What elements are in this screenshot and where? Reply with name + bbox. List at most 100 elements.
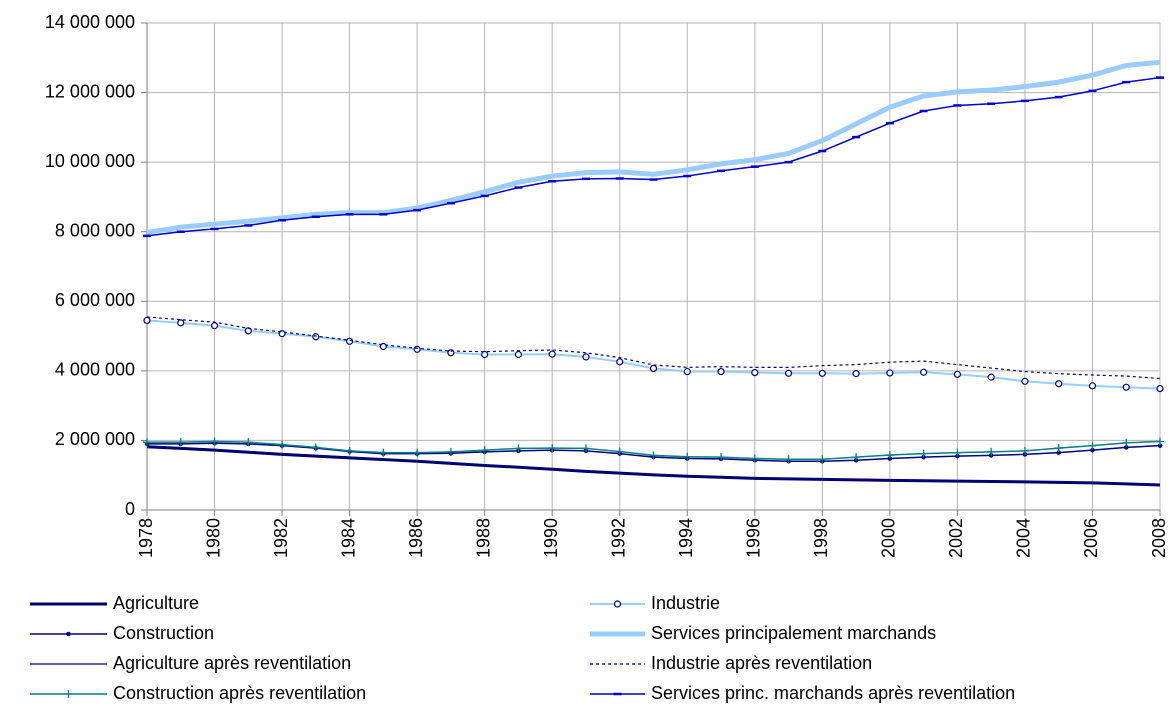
series-line <box>146 316 1161 380</box>
series-line <box>146 59 1161 235</box>
y-tick-label: 2 000 000 <box>55 429 135 449</box>
marker <box>683 367 691 376</box>
marker <box>514 350 523 359</box>
marker <box>1020 446 1029 455</box>
marker <box>143 438 151 447</box>
marker <box>852 370 860 378</box>
marker <box>852 453 861 462</box>
legend-label: Construction <box>113 623 214 643</box>
y-tick-label: 4 000 000 <box>55 360 135 380</box>
marker <box>649 451 658 460</box>
marker <box>177 319 185 327</box>
marker <box>615 447 624 456</box>
marker <box>244 327 252 335</box>
legend-label: Industrie après reventilation <box>651 653 872 673</box>
marker <box>919 449 928 458</box>
marker <box>548 350 556 358</box>
x-tick-label: 2000 <box>879 518 899 558</box>
marker <box>649 364 658 373</box>
x-tick-label: 1996 <box>744 518 764 558</box>
marker <box>683 452 692 461</box>
x-tick-label: 1998 <box>811 518 831 558</box>
marker <box>1055 380 1063 388</box>
x-tick-label: 1988 <box>473 518 493 558</box>
y-tick-label: 12 000 000 <box>45 81 135 101</box>
marker <box>514 444 523 453</box>
legend-marker <box>66 631 71 637</box>
x-tick-label: 1990 <box>541 518 561 558</box>
marker <box>346 337 354 345</box>
marker <box>413 448 422 457</box>
y-tick-label: 8 000 000 <box>55 220 135 240</box>
marker <box>717 453 726 462</box>
marker <box>818 369 826 377</box>
y-tick-label: 14 000 000 <box>45 12 135 32</box>
marker <box>1088 382 1097 390</box>
marker <box>1123 445 1129 450</box>
series-line <box>146 319 1161 390</box>
series-line <box>146 445 1161 486</box>
marker <box>581 444 590 453</box>
marker <box>413 345 421 353</box>
marker <box>548 444 557 453</box>
marker <box>244 438 253 447</box>
marker <box>885 451 894 460</box>
marker <box>1122 383 1130 391</box>
marker <box>582 353 590 361</box>
y-tick-label: 10 000 000 <box>45 151 135 171</box>
marker <box>784 369 793 377</box>
x-tick-label: 1994 <box>676 518 696 558</box>
marker <box>278 440 287 449</box>
marker <box>1156 384 1164 393</box>
marker <box>886 369 894 377</box>
legend-label: Services principalement marchands <box>651 623 936 643</box>
marker <box>176 438 185 447</box>
marker <box>311 443 320 452</box>
marker <box>143 316 151 325</box>
x-tick-label: 1980 <box>203 518 223 558</box>
x-tick-label: 1984 <box>338 518 358 558</box>
marker <box>1056 450 1061 455</box>
marker <box>210 437 219 446</box>
marker <box>480 446 489 455</box>
marker <box>784 455 793 464</box>
marker <box>987 373 995 381</box>
legend-label: Construction après reventilation <box>113 683 366 703</box>
marker <box>312 333 320 341</box>
x-tick-label: 2004 <box>1014 518 1034 558</box>
marker <box>920 368 928 376</box>
y-tick-label: 0 <box>125 499 135 519</box>
marker <box>1054 444 1063 453</box>
x-tick-label: 2006 <box>1081 518 1101 558</box>
legend-label: Services princ. marchands après reventil… <box>651 683 1015 703</box>
marker <box>616 358 624 366</box>
marker <box>345 446 354 455</box>
marker <box>751 368 759 377</box>
marker <box>210 322 219 330</box>
marker <box>717 367 725 376</box>
legend-label: Industrie <box>651 593 720 613</box>
x-tick-label: 1978 <box>136 518 156 558</box>
marker <box>1122 438 1131 447</box>
marker <box>1156 437 1164 446</box>
marker <box>481 350 489 359</box>
marker <box>446 447 455 456</box>
series-line <box>146 76 1161 237</box>
marker <box>953 370 962 378</box>
legend-marker <box>64 690 73 698</box>
marker <box>818 455 827 464</box>
x-tick-label: 1992 <box>608 518 628 558</box>
legend-marker <box>613 600 622 608</box>
marker <box>379 448 388 457</box>
x-tick-label: 2008 <box>1149 518 1169 558</box>
marker <box>953 448 962 457</box>
marker <box>1090 447 1095 453</box>
y-tick-label: 6 000 000 <box>55 290 135 310</box>
marker <box>1088 441 1097 450</box>
marker <box>750 454 759 463</box>
marker <box>987 447 996 456</box>
marker <box>1021 377 1029 385</box>
legend-label: Agriculture <box>113 593 199 613</box>
marker <box>1157 443 1163 448</box>
